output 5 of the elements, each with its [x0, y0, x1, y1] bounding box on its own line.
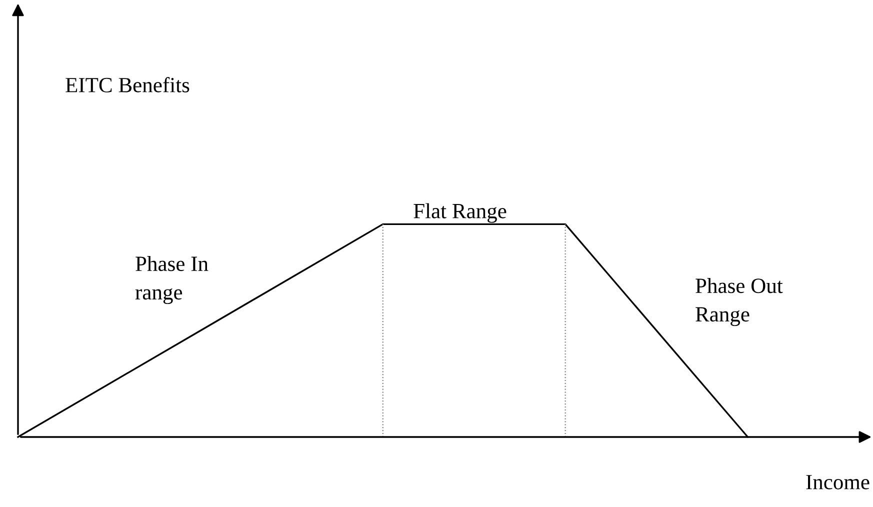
text: Flat Range — [414, 203, 506, 223]
text: EITC Benefits — [66, 77, 190, 92]
annotation: Phase In range — [135, 256, 208, 304]
annotation: Phase Out Range — [696, 278, 783, 326]
x-axis-title: Income — [806, 475, 870, 490]
